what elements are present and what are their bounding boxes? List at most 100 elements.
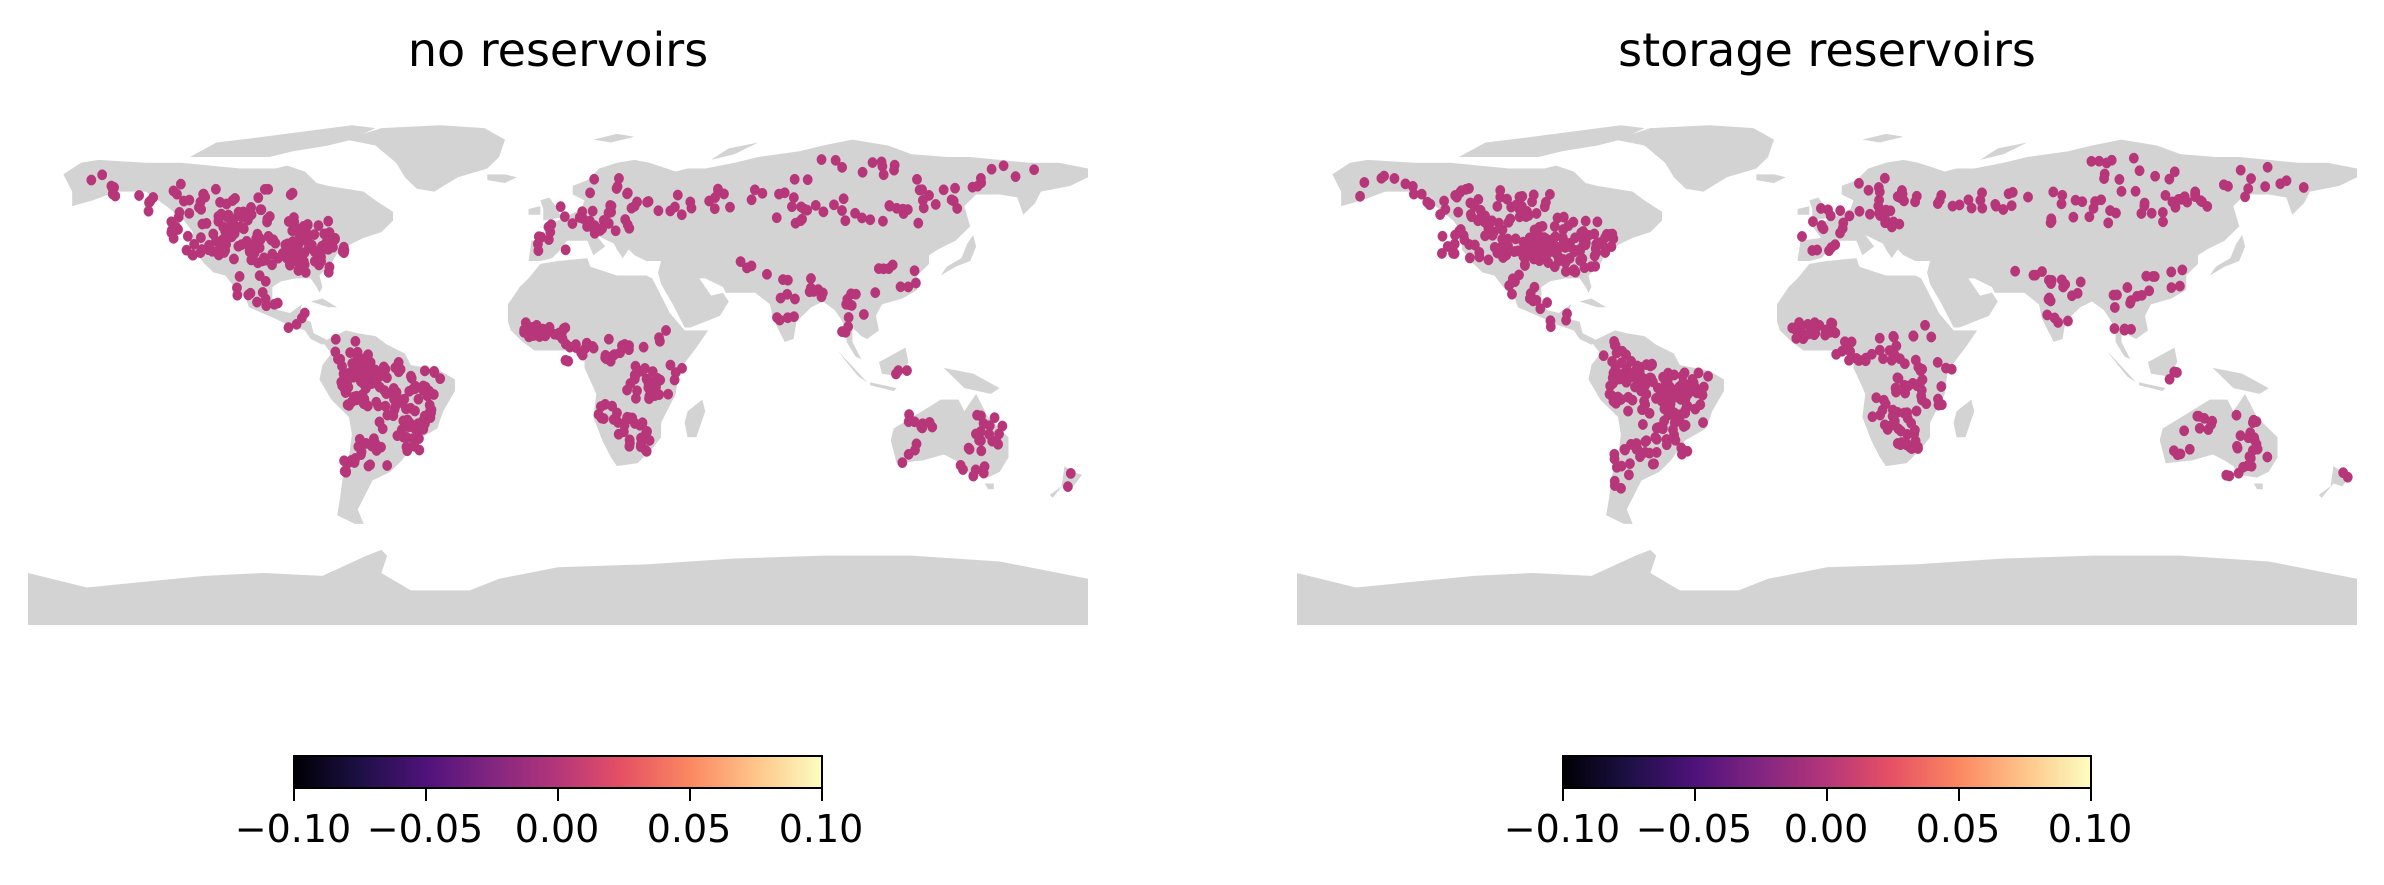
station-marker <box>775 292 786 304</box>
station-marker <box>771 212 782 224</box>
station-marker <box>1936 381 1947 392</box>
station-marker <box>1665 398 1676 410</box>
station-marker <box>974 434 984 446</box>
land-polygon <box>1756 174 1786 183</box>
station-marker <box>1600 247 1611 258</box>
station-marker <box>2184 443 2195 455</box>
station-marker <box>976 445 987 457</box>
station-marker <box>624 437 635 449</box>
station-marker <box>589 227 600 239</box>
station-marker <box>1644 447 1655 459</box>
station-marker <box>2232 440 2242 452</box>
station-marker <box>788 192 799 204</box>
station-marker <box>2260 181 2271 192</box>
station-marker <box>2262 451 2273 463</box>
station-marker <box>560 322 571 334</box>
station-marker <box>910 277 921 289</box>
station-marker <box>623 344 634 356</box>
station-marker <box>560 354 571 366</box>
station-marker <box>1454 225 1465 237</box>
station-marker <box>2053 317 2064 328</box>
station-marker <box>1579 262 1590 274</box>
station-marker <box>207 245 218 257</box>
station-marker <box>1835 205 1846 217</box>
station-marker <box>184 194 195 206</box>
station-marker <box>1886 419 1897 431</box>
station-marker <box>324 227 335 238</box>
station-marker <box>790 293 800 305</box>
station-marker <box>350 335 361 347</box>
station-marker <box>1902 428 1913 440</box>
station-marker <box>374 416 385 428</box>
station-marker <box>830 154 841 166</box>
land-polygon <box>684 399 706 438</box>
station-marker <box>878 215 888 227</box>
station-marker <box>989 412 1000 424</box>
station-marker <box>622 219 633 231</box>
station-marker <box>1640 399 1651 410</box>
station-marker <box>1903 380 1914 392</box>
station-marker <box>2045 217 2056 229</box>
station-marker <box>175 178 186 190</box>
station-marker <box>1854 205 1865 217</box>
station-marker <box>902 365 912 376</box>
station-marker <box>195 196 206 208</box>
station-marker <box>2086 155 2097 167</box>
panel-storage-reservoirs: storage reservoirs −0.10 −0.05 0.00 0.05… <box>1297 0 2357 885</box>
station-marker <box>1549 221 1560 232</box>
land-polygon <box>1458 125 1645 157</box>
station-marker <box>909 265 920 277</box>
station-marker <box>2063 315 2073 327</box>
station-marker <box>1920 319 1930 331</box>
station-marker <box>626 202 637 214</box>
station-marker <box>2056 198 2067 210</box>
station-marker <box>267 259 277 271</box>
station-marker <box>2132 290 2143 302</box>
station-marker <box>2149 271 2160 282</box>
station-marker <box>1542 297 1553 308</box>
station-marker <box>2141 270 2152 282</box>
station-marker <box>393 395 404 406</box>
station-marker <box>2231 409 2242 421</box>
land-polygon <box>189 125 376 157</box>
station-marker <box>2174 280 2185 292</box>
station-marker <box>857 166 868 178</box>
station-marker <box>560 244 571 256</box>
station-marker <box>672 189 683 201</box>
station-marker <box>1893 372 1904 384</box>
station-marker <box>924 416 935 428</box>
station-marker <box>1548 246 1559 258</box>
station-marker <box>1998 204 2009 215</box>
station-marker <box>1493 217 1504 229</box>
station-layer <box>1355 152 2353 494</box>
station-marker <box>1878 353 1888 365</box>
colorbar-gradient <box>293 755 823 789</box>
station-marker <box>975 410 986 422</box>
station-marker <box>2048 186 2059 198</box>
station-marker <box>533 245 544 257</box>
colorbar-tick-label: 0.00 <box>514 807 600 851</box>
station-marker <box>867 157 878 168</box>
station-marker <box>843 312 854 323</box>
station-marker <box>670 367 681 379</box>
station-marker <box>1791 324 1802 336</box>
station-marker <box>918 202 929 214</box>
station-marker <box>613 428 624 440</box>
station-marker <box>1651 392 1661 404</box>
station-marker <box>2235 164 2246 176</box>
land-polygon <box>2106 350 2137 383</box>
station-marker <box>1910 435 1921 447</box>
station-marker <box>1359 177 1370 188</box>
station-marker <box>2164 373 2175 385</box>
station-marker <box>1916 394 1927 406</box>
station-marker <box>1906 417 1917 429</box>
station-marker <box>991 435 1002 447</box>
station-marker <box>595 401 606 412</box>
station-marker <box>1681 401 1692 413</box>
station-marker <box>1453 206 1464 218</box>
station-marker <box>2206 419 2217 430</box>
station-marker <box>2028 269 2039 281</box>
station-marker <box>2190 191 2201 202</box>
station-marker <box>749 184 760 196</box>
colorbar-tick <box>557 789 559 801</box>
